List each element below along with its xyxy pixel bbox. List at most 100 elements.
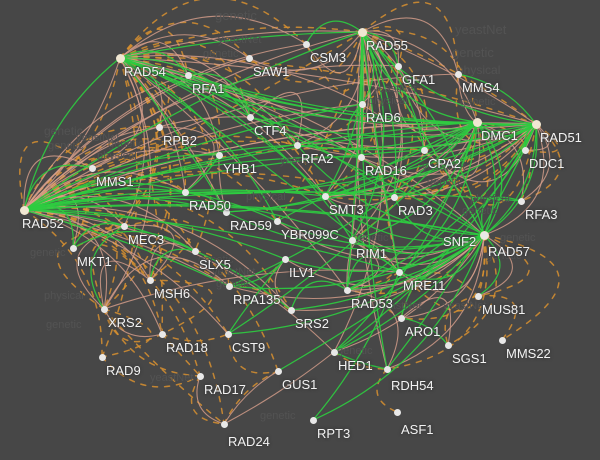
graph-node-rpa135[interactable] <box>225 282 233 290</box>
graph-node-ybr099c[interactable] <box>273 217 281 225</box>
network-edge <box>187 74 537 125</box>
graph-node-ilv1[interactable] <box>281 255 289 263</box>
graph-node-mre11[interactable] <box>395 268 403 276</box>
network-edge <box>361 103 478 131</box>
network-edge <box>520 123 562 202</box>
network-edge <box>361 1 459 75</box>
network-edge <box>119 34 250 59</box>
network-edge <box>483 234 560 341</box>
network-edge <box>361 26 403 67</box>
network-edge <box>90 225 125 310</box>
network-edge <box>346 255 400 291</box>
graph-node-smt3[interactable] <box>321 192 329 200</box>
graph-node-rad57[interactable] <box>480 231 488 239</box>
graph-node-rad59[interactable] <box>222 208 230 216</box>
network-edge <box>296 31 372 146</box>
graph-node-asf1[interactable] <box>393 408 401 416</box>
graph-node-ctf4[interactable] <box>246 113 254 121</box>
network-edge <box>119 57 353 241</box>
network-edge <box>351 121 478 241</box>
graph-node-mms4[interactable] <box>454 70 462 78</box>
network-edge <box>483 123 537 236</box>
graph-node-aro1[interactable] <box>397 314 405 322</box>
network-edge <box>361 31 478 123</box>
graph-node-rad18[interactable] <box>158 330 166 338</box>
network-edge <box>398 234 486 312</box>
graph-node-rad24[interactable] <box>220 420 228 428</box>
network-edge <box>187 74 478 123</box>
network-edge <box>290 234 485 311</box>
graph-node-rpt3[interactable] <box>309 416 317 424</box>
network-edge <box>360 31 388 370</box>
network-edge <box>72 222 125 249</box>
network-edge <box>23 209 229 335</box>
network-edge <box>223 351 335 425</box>
network-edge <box>276 121 478 222</box>
network-edge <box>361 31 428 151</box>
graph-node-saw1[interactable] <box>245 54 253 62</box>
network-edge <box>119 57 278 222</box>
graph-node-gus1[interactable] <box>274 367 282 375</box>
graph-node-rad54[interactable] <box>115 53 125 63</box>
network-edge <box>524 123 550 151</box>
graph-node-rfa2[interactable] <box>293 141 301 149</box>
graph-node-rad55[interactable] <box>357 27 367 37</box>
network-edge <box>23 31 363 211</box>
network-edge <box>223 370 279 425</box>
graph-node-rad53[interactable] <box>343 286 351 294</box>
graph-node-rdh54[interactable] <box>383 365 391 373</box>
network-edge <box>23 209 201 377</box>
network-edge <box>477 234 530 297</box>
graph-node-srs2[interactable] <box>287 306 295 314</box>
graph-node-cst9[interactable] <box>224 330 232 338</box>
graph-node-rad6[interactable] <box>358 100 366 108</box>
graph-node-mkt1[interactable] <box>69 244 77 252</box>
network-edge <box>101 356 201 388</box>
network-edge <box>23 205 485 236</box>
network-edge <box>361 31 400 273</box>
graph-node-csm3[interactable] <box>302 40 310 48</box>
graph-node-rfa3[interactable] <box>517 197 525 205</box>
graph-node-cpa2[interactable] <box>420 146 428 154</box>
graph-node-rad3[interactable] <box>390 193 398 201</box>
graph-node-gfa1[interactable] <box>394 62 402 70</box>
network-edge <box>119 57 537 125</box>
network-edge <box>149 279 213 335</box>
graph-node-mec3[interactable] <box>120 222 128 230</box>
graph-node-hed1[interactable] <box>330 348 338 356</box>
graph-node-slx5[interactable] <box>191 247 199 255</box>
graph-node-rad52[interactable] <box>19 205 29 215</box>
graph-node-sgs1[interactable] <box>444 341 452 349</box>
network-edge <box>351 31 385 241</box>
graph-node-ddc1[interactable] <box>521 146 529 154</box>
graph-node-rim1[interactable] <box>348 236 356 244</box>
network-edge <box>305 31 363 74</box>
network-edge <box>23 103 363 211</box>
network-edge <box>346 289 399 370</box>
graph-node-yhb1[interactable] <box>215 151 223 159</box>
graph-node-dmc1[interactable] <box>472 117 482 127</box>
network-edge <box>227 121 478 335</box>
graph-node-rad9[interactable] <box>98 353 106 361</box>
graph-node-msh6[interactable] <box>146 276 154 284</box>
network-edge <box>23 207 279 372</box>
graph-node-rad51[interactable] <box>531 119 541 129</box>
network-edge <box>361 29 478 123</box>
network-edge <box>400 317 449 346</box>
graph-node-rad17[interactable] <box>196 372 204 380</box>
graph-node-rad16[interactable] <box>357 153 365 161</box>
graph-node-rpb2[interactable] <box>155 123 163 131</box>
graph-node-rfa1[interactable] <box>184 71 192 79</box>
graph-node-mus81[interactable] <box>474 292 482 300</box>
graph-node-mms1[interactable] <box>88 164 96 172</box>
graph-node-xrs2[interactable] <box>100 305 108 313</box>
graph-node-mms22[interactable] <box>498 336 506 344</box>
network-edge <box>23 164 93 211</box>
network-edge <box>324 123 537 197</box>
graph-node-rad50[interactable] <box>181 188 189 196</box>
network-edge <box>184 121 478 195</box>
network-edge <box>194 250 230 287</box>
network-edge <box>119 21 250 59</box>
network-edge <box>23 31 363 211</box>
